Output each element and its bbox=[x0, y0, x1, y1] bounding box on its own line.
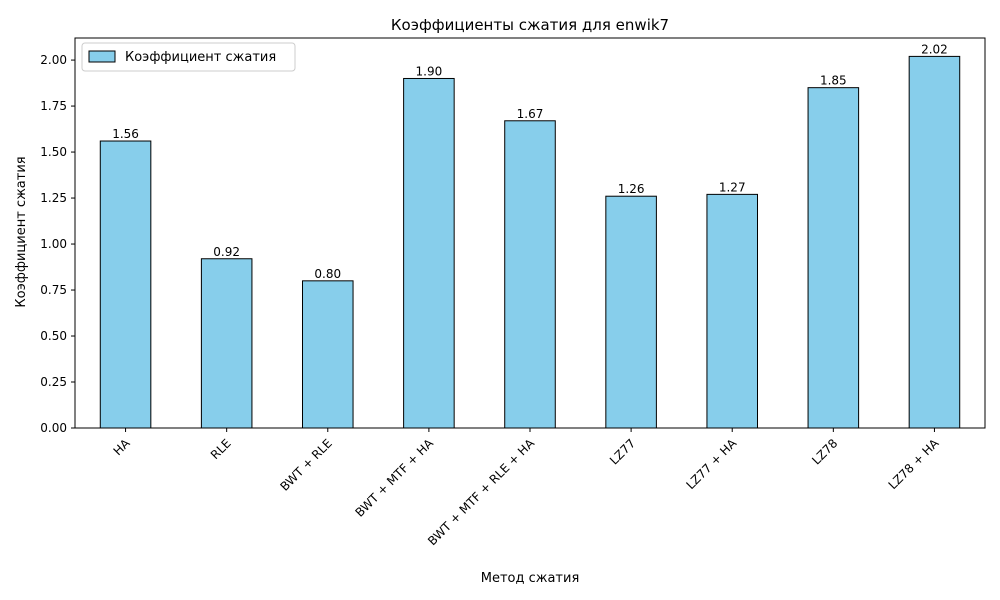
bar bbox=[403, 77, 455, 429]
bar-value-label: 1.27 bbox=[719, 180, 746, 194]
bar-value-label: 0.80 bbox=[314, 267, 341, 281]
x-tick-label: BWT + RLE bbox=[277, 436, 334, 493]
bar-value-label: 1.90 bbox=[416, 64, 443, 78]
bar bbox=[605, 195, 657, 429]
bar bbox=[200, 258, 253, 429]
bar-value-label: 1.67 bbox=[517, 107, 544, 121]
x-tick-label: LZ78 bbox=[809, 436, 840, 467]
x-tick-label: BWT + MTF + HA bbox=[352, 436, 436, 520]
y-tick-label: 2.00 bbox=[40, 53, 67, 67]
legend: Коэффициент сжатия bbox=[81, 42, 296, 72]
bar bbox=[706, 193, 759, 429]
legend-entry: Коэффициент сжатия bbox=[125, 50, 276, 65]
x-axis-label: Метод сжатия bbox=[481, 571, 580, 586]
y-tick-label: 0.50 bbox=[40, 329, 67, 343]
x-tick-label: HA bbox=[111, 436, 134, 459]
bar bbox=[99, 140, 152, 429]
bar-value-label: 1.85 bbox=[820, 74, 847, 88]
y-tick-label: 0.00 bbox=[40, 421, 67, 435]
bar bbox=[908, 55, 961, 429]
y-tick-label: 0.75 bbox=[40, 283, 67, 297]
bar-value-label: 0.92 bbox=[213, 245, 240, 259]
bar bbox=[504, 120, 556, 429]
x-tick-label: LZ77 + HA bbox=[683, 436, 739, 492]
x-tick-label: BWT + MTF + RLE + HA bbox=[425, 436, 538, 549]
bar bbox=[807, 87, 860, 429]
plot-frame bbox=[74, 37, 986, 429]
x-tick-label: LZ78 + HA bbox=[886, 436, 942, 492]
y-axis: 0.00 0.25 0.50 0.75 1.00 1.25 1.50 1.75 2.00 bbox=[40, 53, 75, 435]
y-tick-label: 0.25 bbox=[40, 375, 67, 389]
bars-group: 1.56 0.92 0.80 1.90 1.67 1.26 1.27 1.85 2.02 bbox=[99, 42, 961, 429]
y-axis-label: Коэффициент сжатия bbox=[14, 156, 29, 307]
legend-swatch bbox=[88, 50, 116, 63]
bar-value-label: 2.02 bbox=[921, 42, 948, 56]
y-tick-label: 1.75 bbox=[40, 99, 67, 113]
y-tick-label: 1.00 bbox=[40, 237, 67, 251]
x-tick-label: RLE bbox=[208, 436, 234, 462]
chart-title: Коэффициенты сжатия для enwik7 bbox=[391, 16, 669, 34]
x-tick-label: LZ77 bbox=[607, 436, 638, 467]
y-tick-label: 1.25 bbox=[40, 191, 67, 205]
legend-frame bbox=[81, 42, 296, 72]
bar-value-label: 1.56 bbox=[112, 127, 139, 141]
y-tick-label: 1.50 bbox=[40, 145, 67, 159]
bar bbox=[302, 280, 354, 429]
bar-value-label: 1.26 bbox=[618, 182, 645, 196]
